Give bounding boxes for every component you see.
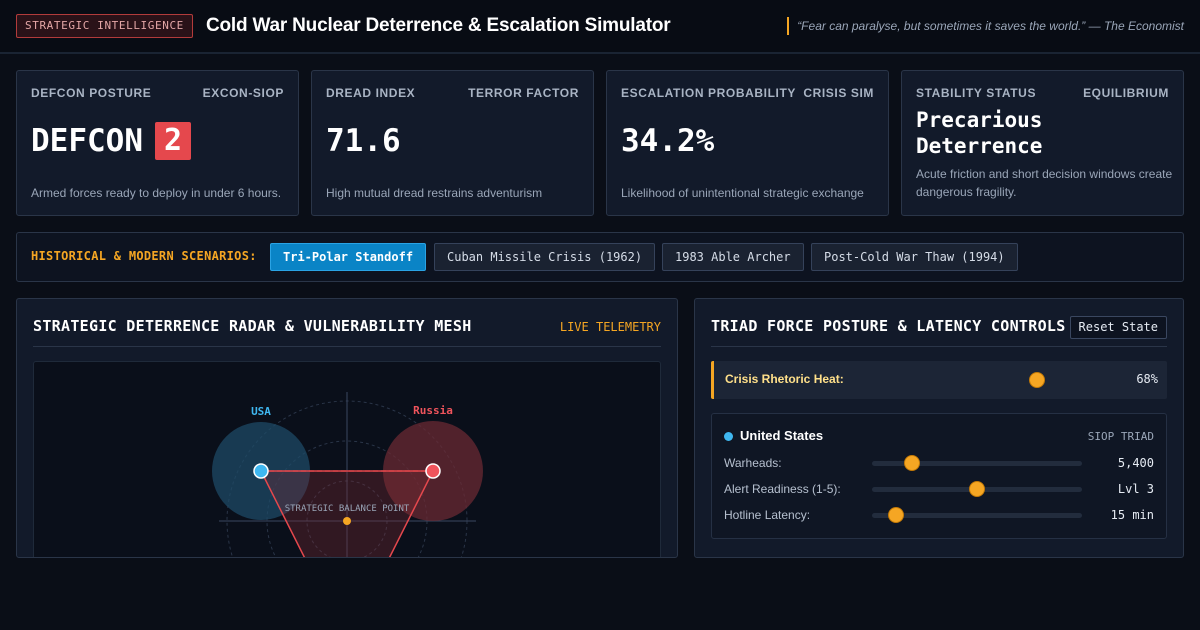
vulnerability-mesh: [259, 470, 435, 557]
dread-desc: High mutual dread restrains adventurism: [326, 186, 543, 200]
usa-label: USA: [251, 405, 271, 418]
live-telemetry-status: LIVE TELEMETRY: [559, 320, 661, 334]
alert-readiness-knob[interactable]: [969, 481, 985, 497]
page-title: Cold War Nuclear Deterrence & Escalation…: [206, 15, 671, 36]
radar-panel: STRATEGIC DETERRENCE RADAR & VULNERABILI…: [16, 298, 678, 558]
rhetoric-heat-knob[interactable]: [1029, 372, 1046, 388]
header-quote: “Fear can paralyse, but sometimes it sav…: [787, 17, 1184, 35]
controls-panel: TRIAD FORCE POSTURE & LATENCY CONTROLS R…: [694, 298, 1184, 558]
stability-label: STABILITY STATUS: [916, 86, 1037, 100]
russia-node[interactable]: [425, 463, 441, 479]
warheads-slider[interactable]: [872, 455, 1082, 471]
scenario-label: HISTORICAL & MODERN SCENARIOS:: [31, 249, 257, 263]
scenario-tripolar-button[interactable]: Tri-Polar Standoff: [270, 243, 427, 271]
alert-readiness-slider[interactable]: [872, 481, 1082, 497]
nation-tag: SIOP TRIAD: [1087, 430, 1154, 443]
alert-readiness-label: Alert Readiness (1-5):: [724, 482, 841, 496]
scenario-thaw-button[interactable]: Post-Cold War Thaw (1994): [811, 243, 1018, 271]
classification-badge: STRATEGIC INTELLIGENCE: [16, 14, 193, 38]
controls-title: TRIAD FORCE POSTURE & LATENCY CONTROLS: [711, 317, 1066, 335]
defcon-label: DEFCON POSTURE: [31, 86, 152, 100]
usa-status-dot: [724, 432, 733, 441]
escalation-value: 34.2%: [621, 123, 715, 159]
escalation-card: ESCALATION PROBABILITY CRISIS SIM 34.2% …: [606, 70, 889, 216]
reset-state-button[interactable]: Reset State: [1069, 316, 1167, 339]
warheads-value: 5,400: [1117, 456, 1154, 470]
defcon-tag: EXCON-SIOP: [202, 86, 284, 100]
rhetoric-heat-track[interactable]: [874, 372, 1114, 388]
rhetoric-heat-slider: Crisis Rhetoric Heat: 68%: [711, 361, 1167, 399]
stability-desc: Acute friction and short decision window…: [916, 167, 1173, 199]
dread-label: DREAD INDEX: [326, 86, 416, 100]
radar-canvas[interactable]: USA Russia STRATEGIC BALANCE POINT: [33, 361, 661, 557]
nation-name: United States: [740, 428, 824, 443]
dread-card: DREAD INDEX TERROR FACTOR 71.6 High mutu…: [311, 70, 594, 216]
escalation-label: ESCALATION PROBABILITY: [621, 86, 796, 100]
russia-label: Russia: [413, 404, 453, 417]
dread-tag: TERROR FACTOR: [468, 86, 579, 100]
alert-readiness-value: Lvl 3: [1117, 482, 1154, 496]
defcon-card: DEFCON POSTURE EXCON-SIOP DEFCON 2 Armed …: [16, 70, 299, 216]
hotline-latency-value: 15 min: [1110, 508, 1154, 522]
controls-divider: [711, 346, 1167, 347]
escalation-tag: CRISIS SIM: [803, 86, 874, 100]
dread-value: 71.6: [326, 123, 401, 159]
nation-panel-usa: United States SIOP TRIAD Warheads: 5,400…: [711, 413, 1167, 539]
scenario-bar: HISTORICAL & MODERN SCENARIOS: Tri-Polar…: [16, 232, 1184, 282]
stability-card: STABILITY STATUS EQUILIBRIUM Precarious …: [901, 70, 1184, 216]
scenario-cuban-crisis-button[interactable]: Cuban Missile Crisis (1962): [434, 243, 656, 271]
defcon-value: DEFCON 2: [31, 121, 192, 162]
defcon-level-badge: 2: [154, 121, 192, 160]
usa-node[interactable]: [253, 463, 269, 479]
balance-point-label: STRATEGIC BALANCE POINT: [285, 504, 410, 514]
scenario-able-archer-button[interactable]: 1983 Able Archer: [662, 243, 804, 271]
radar-title: STRATEGIC DETERRENCE RADAR & VULNERABILI…: [33, 317, 472, 335]
hotline-latency-label: Hotline Latency:: [724, 508, 811, 522]
defcon-prefix: DEFCON: [31, 123, 143, 159]
escalation-desc: Likelihood of unintentional strategic ex…: [621, 186, 864, 200]
defcon-desc: Armed forces ready to deploy in under 6 …: [31, 186, 282, 200]
app-header: STRATEGIC INTELLIGENCE Cold War Nuclear …: [0, 0, 1200, 54]
rhetoric-heat-label: Crisis Rhetoric Heat:: [725, 372, 844, 386]
hotline-latency-knob[interactable]: [888, 507, 905, 523]
stability-tag: EQUILIBRIUM: [1083, 86, 1169, 100]
radar-divider: [33, 346, 661, 347]
stability-value: Precarious Deterrence: [916, 108, 1043, 158]
balance-point: [343, 517, 351, 525]
radar-mesh: USA Russia STRATEGIC BALANCE POINT: [212, 392, 483, 557]
rhetoric-heat-value: 68%: [1136, 372, 1158, 386]
warheads-label: Warheads:: [724, 456, 782, 470]
warheads-knob[interactable]: [903, 455, 920, 471]
hotline-latency-slider[interactable]: [872, 507, 1082, 523]
